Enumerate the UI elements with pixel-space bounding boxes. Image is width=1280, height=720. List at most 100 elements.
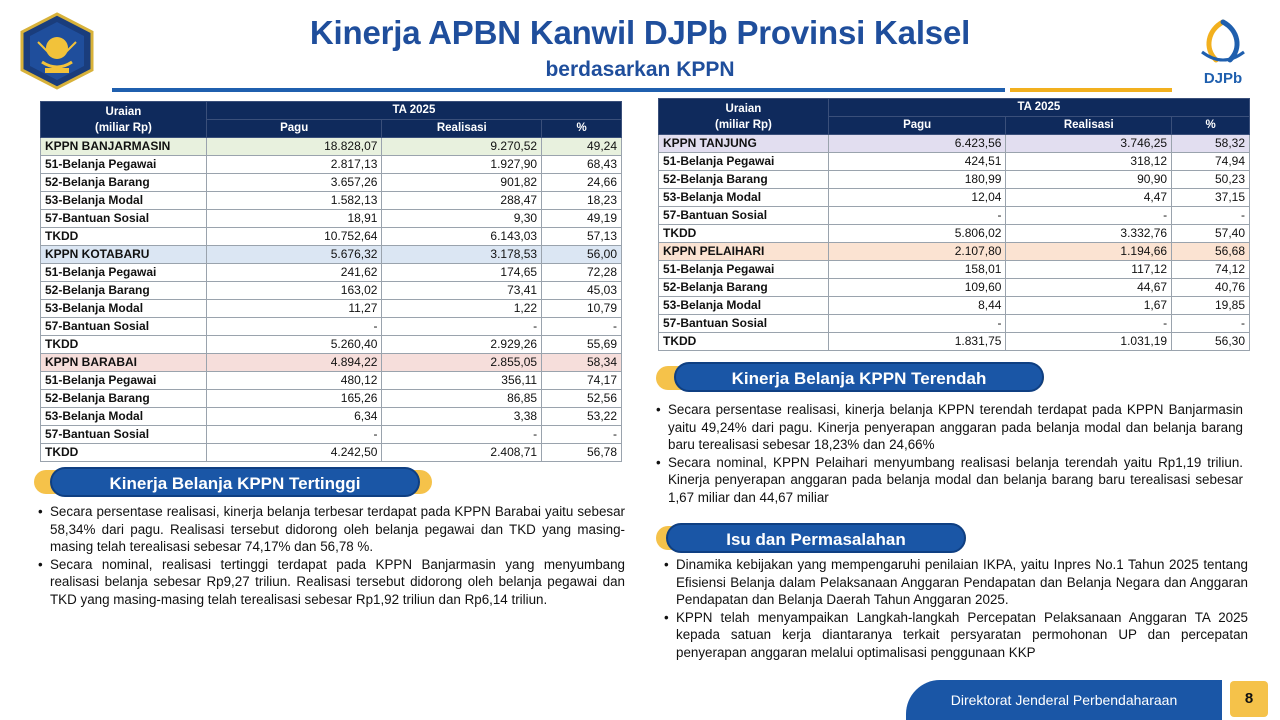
cell-realisasi: 2.855,05 <box>381 353 543 372</box>
cell-realisasi: 73,41 <box>381 281 543 300</box>
col-header-pagu: Pagu <box>205 119 383 138</box>
cell-pagu: 1.582,13 <box>205 191 383 210</box>
table-row: KPPN TANJUNG 6.423,56 3.746,25 58,32 <box>658 134 1250 153</box>
col-header-ta: TA 2025 <box>205 101 623 120</box>
cell-uraian: KPPN PELAIHARI <box>658 242 829 261</box>
cell-uraian: 57-Bantuan Sosial <box>40 425 207 444</box>
header-rule-gold <box>1010 88 1172 92</box>
cell-pagu: - <box>205 317 383 336</box>
cell-pct: 52,56 <box>541 389 622 408</box>
cell-pct: 56,78 <box>541 443 622 462</box>
cell-pct: - <box>1171 206 1250 225</box>
cell-uraian: 51-Belanja Pegawai <box>658 260 829 279</box>
table-row: KPPN PELAIHARI 2.107,80 1.194,66 56,68 <box>658 242 1250 261</box>
cell-realisasi: 86,85 <box>381 389 543 408</box>
cell-uraian: TKDD <box>40 443 207 462</box>
cell-realisasi: - <box>1005 206 1173 225</box>
cell-pct: - <box>541 425 622 444</box>
col-header-realisasi: Realisasi <box>381 119 543 138</box>
cell-pct: 55,69 <box>541 335 622 354</box>
cell-pagu: 11,27 <box>205 299 383 318</box>
cell-pagu: 18.828,07 <box>205 137 383 156</box>
cell-pct: 57,13 <box>541 227 622 246</box>
cell-pagu: 2.107,80 <box>827 242 1007 261</box>
page-title: Kinerja APBN Kanwil DJPb Provinsi Kalsel <box>309 14 971 51</box>
cell-realisasi: 2.408,71 <box>381 443 543 462</box>
cell-pct: - <box>541 317 622 336</box>
col-header-ta: TA 2025 <box>827 98 1251 117</box>
cell-uraian: KPPN BARABAI <box>40 353 207 372</box>
cell-pagu: 10.752,64 <box>205 227 383 246</box>
cell-uraian: TKDD <box>658 332 829 351</box>
cell-realisasi: 9,30 <box>381 209 543 228</box>
cell-uraian: 57-Bantuan Sosial <box>40 209 207 228</box>
cell-uraian: 52-Belanja Barang <box>40 389 207 408</box>
cell-pagu: 18,91 <box>205 209 383 228</box>
col-header-uraian: Uraian (miliar Rp) <box>40 101 207 138</box>
cell-uraian: 52-Belanja Barang <box>40 281 207 300</box>
cell-realisasi: 1.927,90 <box>381 155 543 174</box>
table-row: 53-Belanja Modal 11,27 1,22 10,79 <box>40 299 622 318</box>
table-row: 51-Belanja Pegawai 2.817,13 1.927,90 68,43 <box>40 155 622 174</box>
cell-pagu: - <box>827 314 1007 333</box>
cell-pct: 18,23 <box>541 191 622 210</box>
cell-pagu: 6,34 <box>205 407 383 426</box>
footer-org-text: Direktorat Jenderal Perbendaharaan <box>950 692 1178 708</box>
cell-pagu: 3.657,26 <box>205 173 383 192</box>
cell-pct: 74,94 <box>1171 152 1250 171</box>
cell-uraian: 52-Belanja Barang <box>658 278 829 297</box>
cell-uraian: 53-Belanja Modal <box>658 188 829 207</box>
cell-uraian: 51-Belanja Pegawai <box>40 263 207 282</box>
cell-realisasi: - <box>381 317 543 336</box>
cell-uraian: 51-Belanja Pegawai <box>40 155 207 174</box>
table-row: TKDD 5.806,02 3.332,76 57,40 <box>658 224 1250 243</box>
page-subtitle: berdasarkan KPPN <box>545 58 735 81</box>
cell-uraian: 53-Belanja Modal <box>40 407 207 426</box>
table-row: KPPN KOTABARU 5.676,32 3.178,53 56,00 <box>40 245 622 264</box>
table-row: 57-Bantuan Sosial - - - <box>40 317 622 336</box>
cell-pagu: - <box>205 425 383 444</box>
cell-uraian: 53-Belanja Modal <box>40 191 207 210</box>
cell-pct: 74,17 <box>541 371 622 390</box>
cell-realisasi: 1.031,19 <box>1005 332 1173 351</box>
cell-uraian: 57-Bantuan Sosial <box>40 317 207 336</box>
cell-realisasi: 90,90 <box>1005 170 1173 189</box>
cell-realisasi: 1,67 <box>1005 296 1173 315</box>
cell-pagu: 109,60 <box>827 278 1007 297</box>
cell-realisasi: 4,47 <box>1005 188 1173 207</box>
cell-pct: 72,28 <box>541 263 622 282</box>
table-row: 53-Belanja Modal 12,04 4,47 37,15 <box>658 188 1250 207</box>
cell-pct: 37,15 <box>1171 188 1250 207</box>
djpb-logo-icon: DJPb <box>1190 18 1256 90</box>
cell-realisasi: 3.332,76 <box>1005 224 1173 243</box>
cell-pct: 49,24 <box>541 137 622 156</box>
cell-pct: 50,23 <box>1171 170 1250 189</box>
col-header-realisasi: Realisasi <box>1005 116 1173 135</box>
cell-uraian: 52-Belanja Barang <box>40 173 207 192</box>
table-row: 51-Belanja Pegawai 480,12 356,11 74,17 <box>40 371 622 390</box>
cell-realisasi: 901,82 <box>381 173 543 192</box>
table-row: 53-Belanja Modal 8,44 1,67 19,85 <box>658 296 1250 315</box>
cell-pct: 24,66 <box>541 173 622 192</box>
table-row: TKDD 1.831,75 1.031,19 56,30 <box>658 332 1250 351</box>
cell-pagu: 8,44 <box>827 296 1007 315</box>
section-title-isu: Isu dan Permasalahan <box>666 523 966 553</box>
cell-realisasi: 288,47 <box>381 191 543 210</box>
cell-pct: 19,85 <box>1171 296 1250 315</box>
table-row: 53-Belanja Modal 6,34 3,38 53,22 <box>40 407 622 426</box>
cell-pct: 56,00 <box>541 245 622 264</box>
bullet-item: Secara nominal, KPPN Pelaihari menyumban… <box>656 454 1243 507</box>
cell-pagu: 163,02 <box>205 281 383 300</box>
cell-realisasi: 6.143,03 <box>381 227 543 246</box>
cell-pct: 49,19 <box>541 209 622 228</box>
table-row: 57-Bantuan Sosial - - - <box>658 314 1250 333</box>
table-row: 57-Bantuan Sosial 18,91 9,30 49,19 <box>40 209 622 228</box>
cell-pagu: 2.817,13 <box>205 155 383 174</box>
cell-pagu: 480,12 <box>205 371 383 390</box>
cell-uraian: 51-Belanja Pegawai <box>658 152 829 171</box>
bullet-item: Secara nominal, realisasi tertinggi terd… <box>38 556 625 609</box>
table-right: Uraian (miliar Rp) TA 2025 Pagu Realisas… <box>658 98 1251 351</box>
cell-realisasi: - <box>1005 314 1173 333</box>
table-row: 52-Belanja Barang 180,99 90,90 50,23 <box>658 170 1250 189</box>
cell-realisasi: 9.270,52 <box>381 137 543 156</box>
